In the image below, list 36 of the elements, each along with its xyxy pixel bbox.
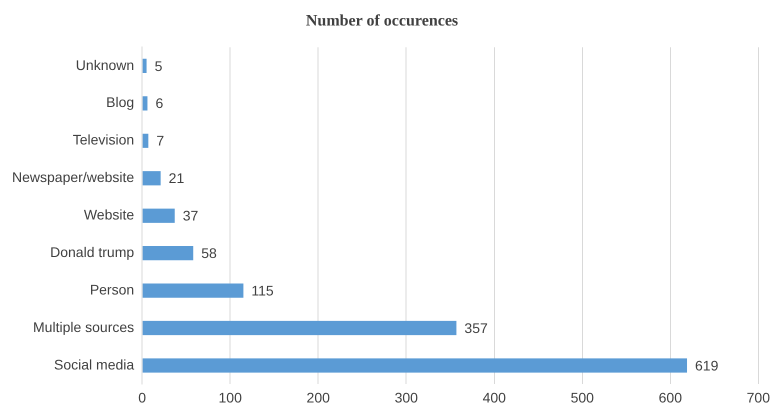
y-tick-label: Blog: [106, 94, 134, 110]
data-label: 58: [201, 245, 218, 262]
bar: [142, 208, 175, 223]
y-tick-label: Unknown: [76, 56, 134, 73]
bar: [142, 58, 147, 74]
data-label: 37: [182, 208, 199, 224]
data-label: 7: [156, 132, 164, 149]
x-tick-label: 500: [570, 389, 594, 406]
y-tick-label: Multiple sources: [33, 318, 134, 335]
x-tick-label: 100: [218, 389, 242, 406]
bar: [142, 171, 161, 186]
bar: [142, 283, 244, 298]
chart-title: Number of occurences: [306, 12, 458, 30]
bar: [142, 358, 688, 373]
y-tick-label: Person: [90, 281, 134, 298]
x-tick-label: 200: [306, 389, 330, 406]
x-tick-label: 600: [658, 389, 682, 406]
data-label: 357: [464, 320, 488, 336]
data-label: 21: [168, 170, 184, 186]
data-label: 6: [155, 95, 164, 112]
data-label: 115: [251, 282, 274, 298]
x-tick-label: 400: [482, 389, 506, 406]
bar: [142, 246, 194, 260]
y-tick-label: Website: [84, 206, 134, 223]
data-label: 619: [695, 357, 719, 374]
y-tick-label: Television: [72, 132, 134, 148]
y-tick-label: Donald trump: [50, 244, 134, 260]
y-tick-label: Newspaper/website: [12, 169, 134, 186]
y-tick-label: Social media: [54, 356, 134, 372]
bar: [142, 96, 148, 110]
bar: [142, 134, 148, 148]
x-tick-label: 0: [138, 389, 146, 406]
x-tick-label: 700: [746, 389, 770, 406]
data-label: 5: [154, 58, 163, 74]
bar: [142, 320, 456, 336]
x-tick-label: 300: [394, 389, 418, 406]
